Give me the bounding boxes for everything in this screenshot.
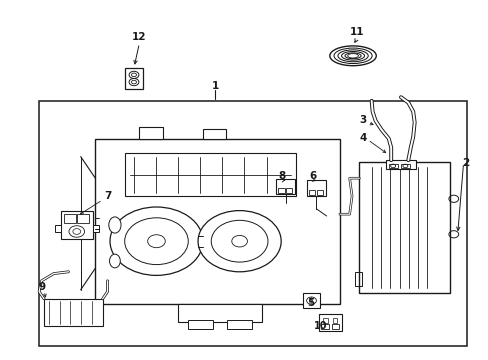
Bar [331, 324, 339, 329]
Bar [77, 214, 89, 223]
Text: 1: 1 [211, 81, 218, 91]
Bar [308, 190, 315, 195]
Circle shape [198, 211, 281, 272]
Bar [306, 180, 325, 196]
Bar [95, 139, 339, 304]
Ellipse shape [329, 46, 376, 66]
Bar [93, 225, 99, 232]
Bar [139, 127, 163, 139]
Bar [63, 214, 76, 223]
Circle shape [69, 226, 84, 237]
Bar [203, 129, 226, 139]
Text: 10: 10 [313, 321, 327, 331]
Text: 4: 4 [358, 132, 366, 143]
Circle shape [110, 207, 203, 275]
Text: 12: 12 [132, 32, 146, 42]
Text: 11: 11 [349, 27, 364, 37]
Bar [39, 101, 466, 346]
Bar [278, 188, 284, 193]
Bar [285, 188, 292, 193]
Bar [332, 318, 337, 323]
Bar [125, 68, 142, 89]
Bar [322, 318, 327, 323]
Bar [61, 211, 93, 239]
Bar [318, 314, 342, 331]
Bar [359, 162, 449, 293]
Text: 5: 5 [307, 298, 314, 308]
Text: 8: 8 [278, 171, 285, 181]
Ellipse shape [108, 217, 121, 233]
Text: 3: 3 [359, 115, 366, 125]
Text: 9: 9 [38, 282, 45, 292]
Bar [354, 272, 361, 286]
Bar [388, 164, 397, 168]
Bar [227, 320, 251, 329]
Ellipse shape [109, 254, 120, 268]
Bar [178, 304, 261, 322]
Bar [316, 190, 323, 195]
Bar [400, 164, 409, 168]
Bar [386, 160, 415, 169]
Text: 7: 7 [104, 191, 112, 201]
Bar [303, 293, 320, 308]
Bar [124, 153, 295, 196]
Bar [321, 324, 328, 329]
Bar [44, 299, 102, 326]
Text: 2: 2 [462, 158, 468, 168]
Text: 6: 6 [309, 171, 316, 181]
Bar [276, 179, 294, 194]
Bar [55, 225, 61, 232]
Bar [188, 320, 212, 329]
